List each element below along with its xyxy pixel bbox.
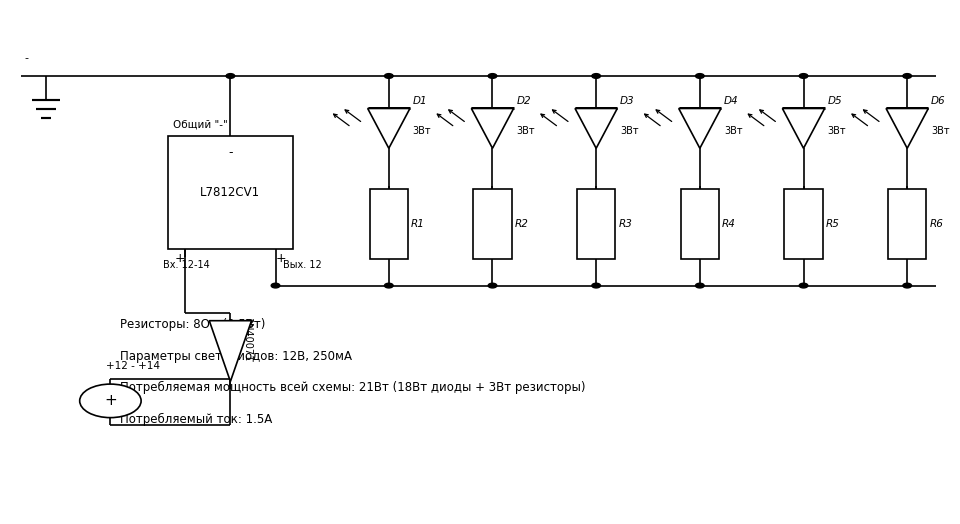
Text: +12 - +14: +12 - +14: [106, 361, 159, 371]
Text: Вых. 12: Вых. 12: [283, 260, 322, 270]
Text: R4: R4: [722, 219, 735, 229]
Text: 1N40071: 1N40071: [242, 319, 252, 363]
Bar: [681, 189, 719, 259]
Polygon shape: [471, 108, 514, 148]
Polygon shape: [886, 108, 928, 148]
Circle shape: [902, 74, 912, 79]
Circle shape: [695, 74, 705, 79]
Text: 3Вт: 3Вт: [931, 126, 949, 136]
Bar: [370, 189, 408, 259]
Polygon shape: [209, 321, 252, 381]
Text: +: +: [276, 252, 287, 265]
Circle shape: [80, 384, 141, 418]
Circle shape: [591, 283, 601, 288]
Circle shape: [271, 283, 280, 288]
Bar: [168, 136, 293, 249]
Circle shape: [799, 283, 808, 288]
Text: L7812CV1: L7812CV1: [201, 186, 260, 199]
Circle shape: [489, 74, 497, 79]
Text: R1: R1: [411, 219, 424, 229]
Text: Потребляемая мощность всей схемы: 21Вт (18Вт диоды + 3Вт резисторы): Потребляемая мощность всей схемы: 21Вт (…: [120, 381, 586, 394]
Text: D1: D1: [413, 96, 427, 106]
Text: D2: D2: [516, 96, 531, 106]
Text: D5: D5: [828, 96, 842, 106]
Text: 3Вт: 3Вт: [516, 126, 535, 136]
Text: 3Вт: 3Вт: [828, 126, 846, 136]
Text: R3: R3: [618, 219, 632, 229]
Circle shape: [902, 283, 912, 288]
Text: Потребляемый ток: 1.5А: Потребляемый ток: 1.5А: [120, 413, 273, 425]
Polygon shape: [679, 108, 721, 148]
Text: +: +: [104, 394, 117, 408]
Text: Резисторы: 8Ом (0,5Вт): Резисторы: 8Ом (0,5Вт): [120, 319, 265, 331]
Text: 3Вт: 3Вт: [620, 126, 638, 136]
Circle shape: [695, 283, 705, 288]
Circle shape: [591, 74, 601, 79]
Text: +: +: [174, 252, 185, 265]
Text: 3Вт: 3Вт: [413, 126, 431, 136]
Bar: [888, 189, 926, 259]
Text: Параметры светодиодов: 12В, 250мА: Параметры светодиодов: 12В, 250мА: [120, 350, 352, 363]
Text: R6: R6: [929, 219, 943, 229]
Circle shape: [384, 283, 394, 288]
Polygon shape: [575, 108, 617, 148]
Text: R2: R2: [515, 219, 528, 229]
Text: -: -: [228, 146, 232, 159]
Circle shape: [489, 283, 497, 288]
Text: Общий "-": Общий "-": [173, 120, 228, 130]
Circle shape: [227, 74, 235, 79]
Text: D3: D3: [620, 96, 635, 106]
Text: R5: R5: [826, 219, 839, 229]
Text: -: -: [24, 53, 28, 63]
Bar: [473, 189, 512, 259]
Circle shape: [799, 74, 808, 79]
Text: D6: D6: [931, 96, 946, 106]
Text: Вх. 12-14: Вх. 12-14: [163, 260, 210, 270]
Polygon shape: [782, 108, 825, 148]
Circle shape: [384, 74, 394, 79]
Text: 3Вт: 3Вт: [724, 126, 742, 136]
Text: D4: D4: [724, 96, 738, 106]
Bar: [784, 189, 823, 259]
Bar: [577, 189, 615, 259]
Polygon shape: [368, 108, 410, 148]
